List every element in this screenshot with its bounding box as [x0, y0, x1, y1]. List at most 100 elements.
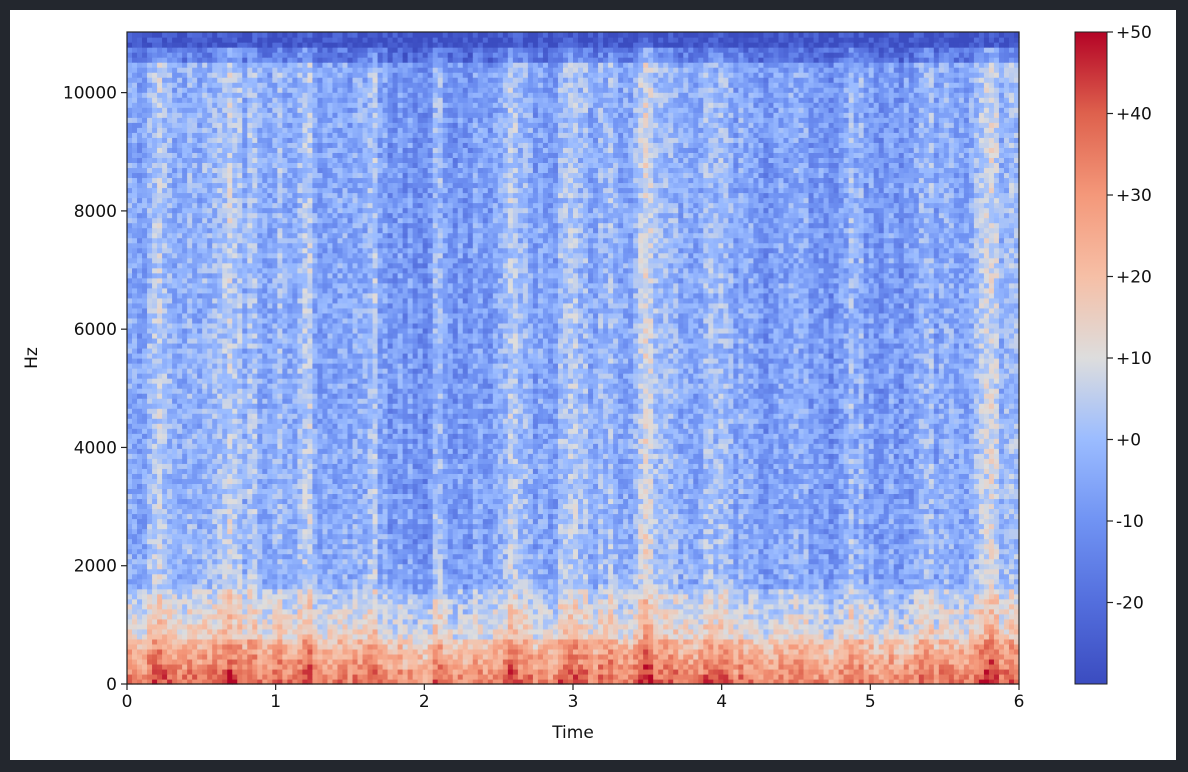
heatmap-cell	[182, 618, 188, 625]
heatmap-cell	[838, 543, 845, 550]
heatmap-cell	[663, 598, 669, 605]
heatmap-cell	[442, 593, 449, 600]
heatmap-cell	[813, 643, 820, 650]
heatmap-cell	[933, 643, 940, 650]
heatmap-cell	[557, 623, 564, 630]
heatmap-cell	[663, 608, 669, 615]
heatmap-cell	[683, 668, 689, 675]
heatmap-cell	[157, 573, 163, 580]
heatmap-cell	[342, 673, 349, 680]
heatmap-cell	[858, 618, 865, 625]
heatmap-cell	[928, 623, 935, 630]
heatmap-cell	[848, 663, 855, 670]
heatmap-cell	[372, 623, 379, 630]
heatmap-cell	[527, 573, 534, 580]
heatmap-cell	[402, 568, 409, 575]
heatmap-cell	[833, 668, 840, 675]
heatmap-cell	[843, 558, 850, 565]
heatmap-cell	[257, 613, 263, 620]
heatmap-cell	[968, 593, 975, 600]
heatmap-cell	[753, 648, 760, 655]
heatmap-cell	[517, 648, 524, 655]
heatmap-cell	[683, 598, 689, 605]
heatmap-cell	[442, 603, 449, 610]
heatmap-cell	[497, 593, 504, 600]
heatmap-cell	[502, 568, 509, 575]
heatmap-cell	[492, 543, 499, 550]
heatmap-cell	[267, 553, 273, 560]
heatmap-cell	[768, 668, 775, 675]
heatmap-cell	[462, 543, 469, 550]
heatmap-cell	[803, 548, 810, 555]
heatmap-cell	[447, 638, 454, 645]
heatmap-cell	[467, 603, 474, 610]
heatmap-cell	[287, 663, 293, 670]
heatmap-cell	[848, 573, 855, 580]
heatmap-cell	[823, 548, 830, 555]
heatmap-cell	[132, 638, 138, 645]
heatmap-cell	[372, 663, 379, 670]
heatmap-cell	[497, 668, 504, 675]
heatmap-cell	[628, 593, 634, 600]
heatmap-cell	[983, 573, 990, 580]
heatmap-cell	[778, 578, 785, 585]
heatmap-cell	[1003, 628, 1010, 635]
heatmap-cell	[542, 583, 549, 590]
heatmap-cell	[187, 668, 193, 675]
heatmap-cell	[898, 673, 905, 680]
heatmap-cell	[137, 668, 143, 675]
heatmap-cell	[487, 543, 494, 550]
heatmap-cell	[257, 618, 263, 625]
heatmap-cell	[643, 543, 649, 550]
heatmap-cell	[923, 618, 930, 625]
heatmap-cell	[918, 633, 925, 640]
heatmap-cell	[703, 588, 709, 595]
heatmap-cell	[723, 643, 729, 650]
heatmap-cell	[267, 578, 273, 585]
heatmap-cell	[337, 658, 344, 665]
heatmap-cell	[462, 668, 469, 675]
heatmap-cell	[593, 543, 599, 550]
heatmap-cell	[487, 628, 494, 635]
heatmap-cell	[748, 608, 754, 615]
heatmap-cell	[718, 603, 724, 610]
heatmap-cell	[257, 558, 263, 565]
heatmap-cell	[567, 618, 574, 625]
heatmap-cell	[693, 558, 699, 565]
heatmap-cell	[357, 598, 364, 605]
heatmap-cell	[517, 573, 524, 580]
heatmap-cell	[202, 653, 208, 660]
heatmap-cell	[698, 668, 704, 675]
heatmap-cell	[828, 553, 835, 560]
heatmap-cell	[282, 638, 288, 645]
heatmap-cell	[222, 568, 228, 575]
heatmap-cell	[988, 603, 995, 610]
heatmap-cell	[573, 648, 579, 655]
heatmap-cell	[968, 628, 975, 635]
heatmap-cell	[578, 603, 584, 610]
heatmap-cell	[733, 623, 739, 630]
heatmap-cell	[853, 603, 860, 610]
heatmap-cell	[292, 563, 298, 570]
heatmap-cell	[232, 558, 238, 565]
heatmap-cell	[317, 568, 324, 575]
heatmap-cell	[282, 543, 288, 550]
heatmap-cell	[412, 618, 419, 625]
heatmap-cell	[738, 573, 744, 580]
heatmap-cell	[803, 543, 810, 550]
heatmap-cell	[798, 623, 805, 630]
heatmap-cell	[588, 638, 594, 645]
heatmap-cell	[723, 563, 729, 570]
heatmap-cell	[943, 553, 950, 560]
heatmap-cell	[482, 558, 489, 565]
heatmap-cell	[923, 588, 930, 595]
heatmap-cell	[197, 623, 203, 630]
heatmap-cell	[362, 613, 369, 620]
heatmap-cell	[953, 553, 960, 560]
heatmap-cell	[808, 628, 815, 635]
heatmap-cell	[412, 633, 419, 640]
heatmap-cell	[868, 618, 875, 625]
heatmap-cell	[552, 653, 559, 660]
heatmap-cell	[963, 563, 970, 570]
heatmap-cell	[237, 633, 243, 640]
